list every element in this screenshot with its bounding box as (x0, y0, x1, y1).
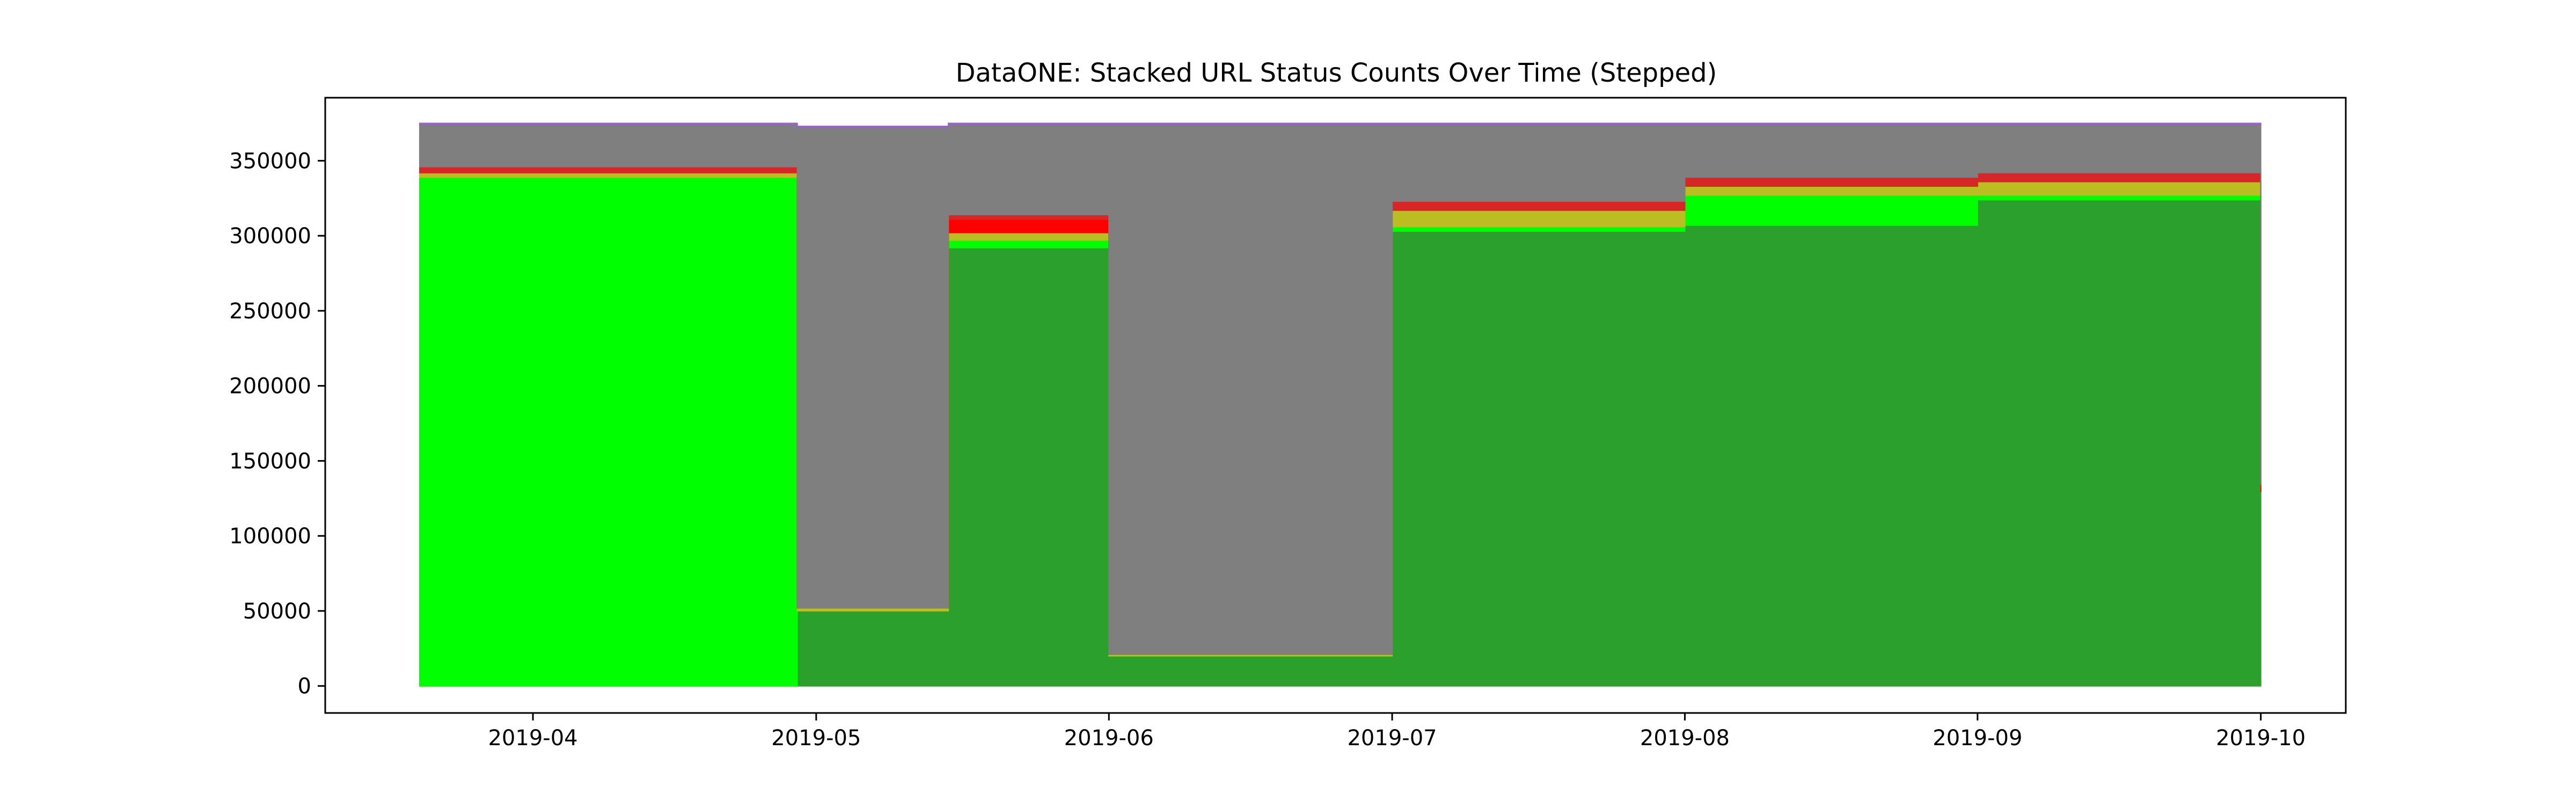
x-tick-label-2: 2019-06 (1064, 726, 1154, 751)
y-tick-label-0: 0 (298, 674, 311, 699)
chart-title: DataONE: Stacked URL Status Counts Over … (956, 58, 1717, 88)
y-tick-label-3: 150000 (229, 449, 311, 474)
x-tick-label-6: 2019-10 (2216, 726, 2306, 751)
y-tick-label-7: 350000 (229, 149, 311, 173)
series-area-6 (419, 122, 2262, 128)
plot-frame (324, 97, 2347, 714)
y-tick-label-2: 100000 (229, 524, 311, 549)
y-tick-label-4: 200000 (229, 374, 311, 399)
y-tick-label-1: 50000 (243, 599, 311, 624)
x-axis: 2019-04 2019-05 2019-06 2019-07 2019-08 2019-… (488, 713, 2306, 751)
x-tick-label-4: 2019-08 (1640, 726, 1730, 751)
y-tick-label-6: 300000 (229, 224, 311, 249)
y-axis: 0 50000 100000 150000 200000 250000 300000 3500… (229, 149, 325, 699)
series-areas (419, 122, 2262, 687)
x-tick-label-5: 2019-09 (1933, 726, 2022, 751)
x-tick-label-0: 2019-04 (488, 726, 577, 751)
y-tick-label-5: 250000 (229, 299, 311, 324)
x-tick-label-1: 2019-05 (771, 726, 861, 751)
x-tick-label-3: 2019-07 (1347, 726, 1437, 751)
